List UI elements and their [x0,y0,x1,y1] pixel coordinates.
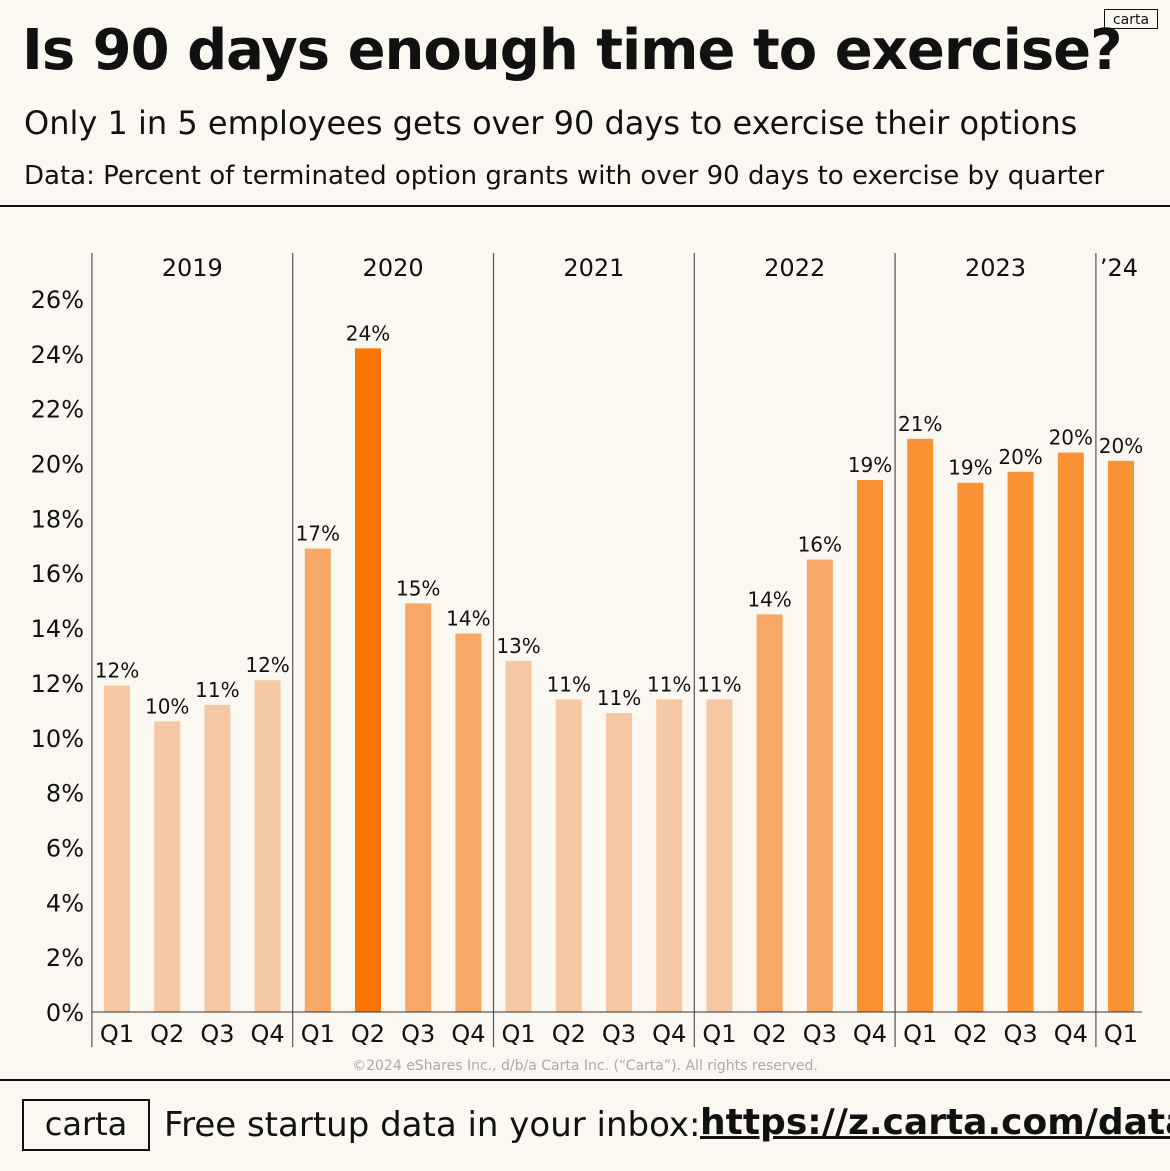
data-label: 12% [95,659,139,683]
x-tick-label: Q3 [602,1020,636,1048]
bar [455,633,482,1012]
x-tick-label: Q2 [753,1020,787,1048]
copyright-notice: ©2024 eShares Inc., d/b/a Carta Inc. (“C… [352,1058,818,1074]
y-tick-label: 8% [46,780,84,808]
bar [957,482,984,1012]
data-label: 14% [446,607,490,631]
data-label: 11% [597,686,641,710]
data-label: 20% [1099,434,1143,458]
data-label: 21% [898,412,942,436]
bar [555,699,582,1012]
data-label: 19% [848,453,892,477]
data-label: 15% [396,576,440,600]
footer-divider [0,1079,1170,1081]
bar [254,680,281,1012]
data-label: 13% [496,634,540,658]
bar [505,660,532,1012]
x-tick-label: Q1 [301,1020,335,1048]
x-tick-label: Q1 [1104,1020,1138,1048]
bar [204,704,231,1012]
y-tick-label: 20% [31,451,84,479]
footer-link[interactable]: https://z.carta.com/data [700,1102,1170,1143]
x-tick-label: Q3 [803,1020,837,1048]
chart-subtitle: Only 1 in 5 employees gets over 90 days … [24,104,1078,142]
bar [1007,471,1034,1012]
x-tick-label: Q4 [652,1020,686,1048]
x-tick-label: Q1 [100,1020,134,1048]
x-tick-label: Q2 [150,1020,184,1048]
x-tick-label: Q3 [200,1020,234,1048]
data-label: 12% [245,653,289,677]
bar [154,721,181,1012]
bar [355,348,381,1012]
data-description: Data: Percent of terminated option grant… [24,161,1105,191]
data-label: 14% [747,587,791,611]
x-tick-label: Q1 [903,1020,937,1048]
y-tick-label: 10% [31,725,84,753]
x-tick-label: Q3 [1004,1020,1038,1048]
group-label: 2022 [764,254,825,282]
bar [756,614,783,1012]
x-tick-label: Q4 [451,1020,485,1048]
bar [304,548,331,1012]
y-tick-label: 12% [31,670,84,698]
x-tick-label: Q4 [251,1020,285,1048]
y-tick-label: 26% [31,286,84,314]
y-tick-label: 22% [31,396,84,424]
data-label: 16% [798,533,842,557]
data-label: 17% [296,522,340,546]
x-tick-label: Q1 [502,1020,536,1048]
header-divider [0,205,1170,207]
x-tick-label: Q3 [401,1020,435,1048]
data-label: 11% [547,672,591,696]
data-label: 19% [948,456,992,480]
y-tick-label: 6% [46,834,84,862]
y-tick-label: 16% [31,560,84,588]
bar [1057,452,1084,1012]
group-label: 2019 [162,254,223,282]
y-tick-label: 18% [31,505,84,533]
y-tick-label: 2% [46,944,84,972]
bar [104,685,130,1012]
footer-tagline: Free startup data in your inbox: [164,1105,701,1145]
chart-title: Is 90 days enough time to exercise? [22,18,1123,83]
bar [706,699,733,1012]
bar [857,479,883,1012]
x-tick-label: Q2 [953,1020,987,1048]
data-label: 24% [346,321,390,345]
group-label: 2021 [563,254,624,282]
y-tick-label: 24% [31,341,84,369]
data-label: 10% [145,694,189,718]
bar [656,699,683,1012]
data-label: 11% [697,672,741,696]
y-tick-label: 4% [46,889,84,917]
data-label: 11% [195,678,239,702]
x-tick-label: Q4 [1054,1020,1088,1048]
data-label: 20% [1049,426,1093,450]
bar [907,438,934,1013]
carta-logo-small: carta [1104,9,1158,29]
bar [606,713,632,1012]
bar [806,559,833,1012]
data-label: 11% [647,672,691,696]
x-tick-label: Q1 [702,1020,736,1048]
y-tick-label: 14% [31,615,84,643]
bar-chart: 0%2%4%6%8%10%12%14%16%18%20%22%24%26%201… [31,253,1143,1048]
x-tick-label: Q2 [351,1020,385,1048]
x-tick-label: Q2 [552,1020,586,1048]
group-label: ’24 [1100,254,1138,282]
carta-logo: carta [22,1099,150,1151]
bar [405,603,432,1012]
group-label: 2020 [363,254,424,282]
x-tick-label: Q4 [853,1020,887,1048]
data-label: 20% [998,445,1042,469]
bar [1108,460,1134,1012]
group-label: 2023 [965,254,1026,282]
y-tick-label: 0% [46,999,84,1027]
